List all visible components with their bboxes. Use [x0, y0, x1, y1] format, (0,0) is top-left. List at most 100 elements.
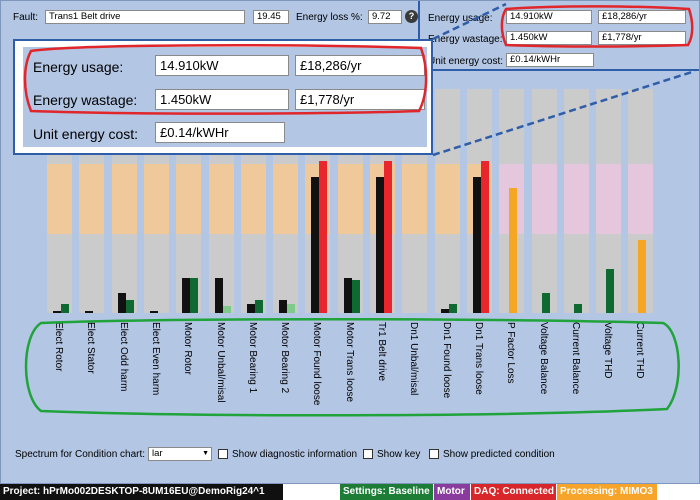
help-icon[interactable]: ?: [405, 10, 418, 23]
category-label: Voltage THD: [602, 322, 613, 379]
bar-mark-black: [279, 299, 287, 313]
bar-mark-black: [118, 293, 126, 313]
fault-label: Fault:: [13, 12, 39, 23]
bar-mark-black: [473, 176, 481, 313]
bar-mark-green: [255, 299, 263, 313]
fault-score-field[interactable]: 19.45: [253, 10, 289, 24]
zoom-energy-usage-kw: 14.910kW: [155, 55, 289, 76]
bar-mark-green: [352, 280, 360, 313]
bar-band: [47, 234, 72, 313]
bar-mark-green: [61, 304, 69, 313]
category-label: Dn1 Unbal/misal: [408, 322, 419, 396]
category-label: Motor Found loose: [311, 322, 322, 406]
category-label: Tr1 Belt drive: [376, 322, 387, 382]
zoom-unit-energy-cost: £0.14/kWHr: [155, 122, 285, 143]
bar-band: [596, 164, 621, 234]
bar-band: [532, 89, 557, 164]
energy-wastage-kw-field[interactable]: 1.450kW: [506, 31, 592, 45]
category-label: Elect Stator: [85, 322, 96, 374]
bar-band: [402, 164, 427, 234]
energy-usage-kw-field[interactable]: 14.910kW: [506, 10, 592, 24]
energy-summary-zoom: Energy usage: 14.910kW £18,286/yr Energy…: [13, 39, 433, 155]
bar-band: [564, 164, 589, 234]
category-label: Motor Rotor: [182, 322, 193, 375]
bar-mark-red: [319, 161, 327, 313]
status-daq: DAQ: Connected: [471, 484, 556, 500]
bar-band: [273, 164, 298, 234]
bar-mark-red: [384, 161, 392, 313]
category-label: Dn1 Found loose: [441, 322, 452, 399]
zoom-energy-usage-label: Energy usage:: [33, 59, 124, 75]
bar-band: [209, 164, 234, 234]
bar-band: [628, 164, 653, 234]
show-predicted-label: Show predicted condition: [443, 449, 555, 460]
show-key-checkbox[interactable]: [363, 449, 373, 459]
bar-band: [144, 234, 169, 313]
show-predicted-checkbox[interactable]: [429, 449, 439, 459]
spectrum-select[interactable]: lar ▼: [148, 447, 212, 461]
bar-band: [628, 89, 653, 164]
category-label: Current Balance: [570, 322, 581, 395]
bar-mark-green: [190, 277, 198, 313]
bar-band: [564, 89, 589, 164]
category-label: P Factor Loss: [505, 322, 516, 384]
category-label: Voltage Balance: [538, 322, 549, 395]
bar-band: [435, 89, 460, 164]
status-processing: Processing: MIMO3: [557, 484, 657, 500]
category-label: Elect Even harm: [150, 322, 161, 396]
bar-band: [176, 164, 201, 234]
status-motor: Motor: [434, 484, 470, 500]
show-diagnostic-checkbox[interactable]: [218, 449, 228, 459]
bar-mark-black: [53, 310, 61, 313]
spectrum-label: Spectrum for Condition chart:: [15, 449, 146, 460]
application-window: Fault: Trans1 Belt drive 19.45 Energy lo…: [0, 0, 700, 484]
category-label: Current THD: [634, 322, 645, 379]
bar-band: [144, 164, 169, 234]
bar-mark-red: [481, 161, 489, 313]
energy-summary-panel: Energy usage: 14.910kW £18,286/yr Energy…: [418, 1, 699, 71]
energy-wastage-cost-field[interactable]: £1,778/yr: [598, 31, 686, 45]
bar-band: [435, 164, 460, 234]
zoom-energy-wastage-label: Energy wastage:: [33, 92, 138, 108]
show-diagnostic-label: Show diagnostic information: [232, 449, 358, 460]
unit-energy-cost-field[interactable]: £0.14/kWHr: [506, 53, 594, 67]
zoom-energy-wastage-cost: £1,778/yr: [295, 89, 425, 110]
zoom-energy-wastage-kw: 1.450kW: [155, 89, 289, 110]
bar-band: [596, 89, 621, 164]
bar-band: [402, 234, 427, 313]
bar-mark-black: [247, 304, 255, 313]
bar-mark-black: [376, 176, 384, 313]
unit-energy-cost-label: Unit energy cost:: [428, 56, 504, 67]
bar-mark-black: [150, 310, 158, 313]
category-label: Elect Rotor: [53, 322, 64, 372]
category-label: Elect Odd harm: [118, 322, 129, 392]
spectrum-select-value: lar: [152, 448, 163, 459]
bar-mark-black: [85, 310, 93, 313]
bar-mark-green: [542, 293, 550, 313]
energy-loss-field[interactable]: 9.72: [368, 10, 402, 24]
bar-mark-green: [126, 299, 134, 313]
bar-band: [467, 89, 492, 164]
status-project: Project: hPrMo002DESKTOP-8UM16EU@DemoRig…: [0, 484, 283, 500]
bar-mark-black: [215, 277, 223, 313]
bar-mark-black: [441, 308, 449, 313]
bar-mark-orange: [509, 187, 517, 313]
bar-band: [435, 234, 460, 313]
bar-mark-black: [182, 277, 190, 313]
energy-wastage-label: Energy wastage:: [428, 34, 503, 45]
bar-band: [338, 164, 363, 234]
bar-band: [241, 164, 266, 234]
status-settings: Settings: Baseline: [340, 484, 433, 500]
energy-usage-cost-field[interactable]: £18,286/yr: [598, 10, 686, 24]
bar-band: [532, 164, 557, 234]
bar-band: [79, 234, 104, 313]
fault-field[interactable]: Trans1 Belt drive: [45, 10, 245, 24]
zoom-energy-usage-cost: £18,286/yr: [295, 55, 425, 76]
bar-mark-black: [344, 277, 352, 313]
category-label: Motor Unbal/misal: [215, 322, 226, 403]
status-bar: Project: hPrMo002DESKTOP-8UM16EU@DemoRig…: [0, 484, 700, 500]
bar-mark-orange: [638, 240, 646, 313]
bar-band: [47, 164, 72, 234]
category-label: Motor Bearing 1: [247, 322, 258, 394]
zoom-unit-energy-cost-label: Unit energy cost:: [33, 126, 139, 142]
